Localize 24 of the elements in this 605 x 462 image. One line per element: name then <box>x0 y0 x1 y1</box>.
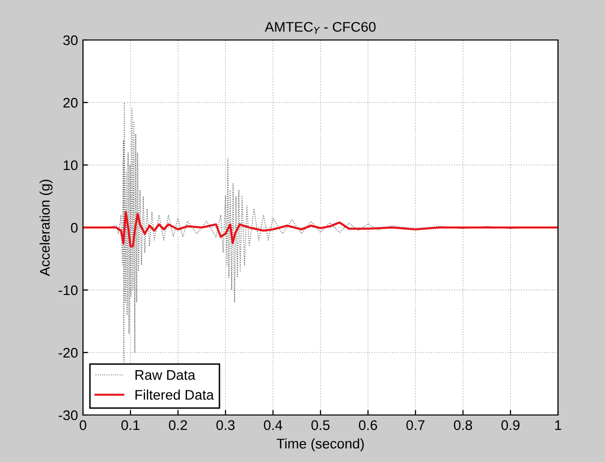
line-series <box>83 210 558 248</box>
y-tick-label: 0 <box>70 222 78 233</box>
legend-label: Raw Data <box>136 370 196 380</box>
x-tick-label: 0.5 <box>311 420 330 430</box>
y-axis-title: Acceleration (g) <box>40 180 53 276</box>
x-axis-title: Time (second) <box>276 438 364 452</box>
y-tick-label: -30 <box>58 410 78 420</box>
chart-title: AMTEC$_{Y}$ - CFC60 <box>264 22 376 34</box>
x-tick-label: 0.1 <box>121 420 140 430</box>
y-tick-label: 30 <box>63 35 78 46</box>
y-tick-label: -20 <box>58 348 78 358</box>
legend-label: Filtered Data <box>136 390 214 400</box>
x-tick-label: 0.6 <box>358 420 378 430</box>
y-tick-label: 20 <box>63 98 78 108</box>
x-tick-label: 0.2 <box>168 420 187 430</box>
x-tick-label: 0.9 <box>501 420 520 430</box>
x-tick-label: 1 <box>555 420 562 430</box>
x-tick-label: 0.3 <box>216 420 235 430</box>
x-tick-label: 0 <box>80 420 86 430</box>
x-tick-label: 0.4 <box>264 420 282 430</box>
y-tick-label: -10 <box>58 285 78 296</box>
x-tick-label: 0.7 <box>406 420 424 430</box>
y-tick-label: 10 <box>64 160 78 170</box>
x-tick-label: 0.8 <box>454 420 472 430</box>
